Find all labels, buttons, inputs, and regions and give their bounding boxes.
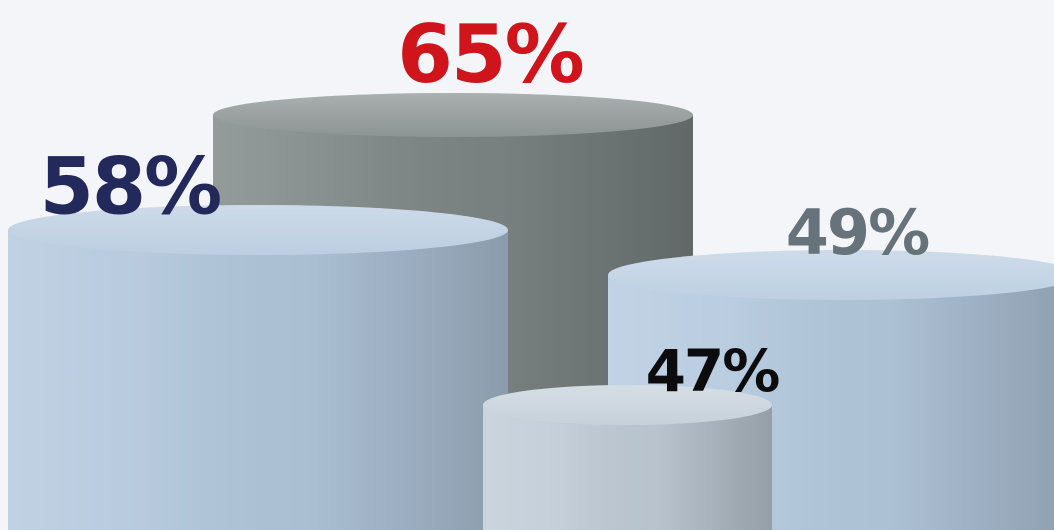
value-label: 49%: [786, 196, 929, 269]
value-label: 47%: [646, 337, 780, 405]
cylinder-top-highlight: [213, 93, 693, 137]
cylinder-top-highlight: [8, 205, 508, 255]
cylinder-top-highlight: [483, 385, 772, 425]
cylinder-shade: [483, 405, 772, 530]
value-label: 58%: [40, 142, 221, 232]
cylinder-top-highlight: [608, 250, 1054, 300]
cylinder-shade: [8, 230, 508, 530]
value-label: 65%: [397, 8, 582, 101]
